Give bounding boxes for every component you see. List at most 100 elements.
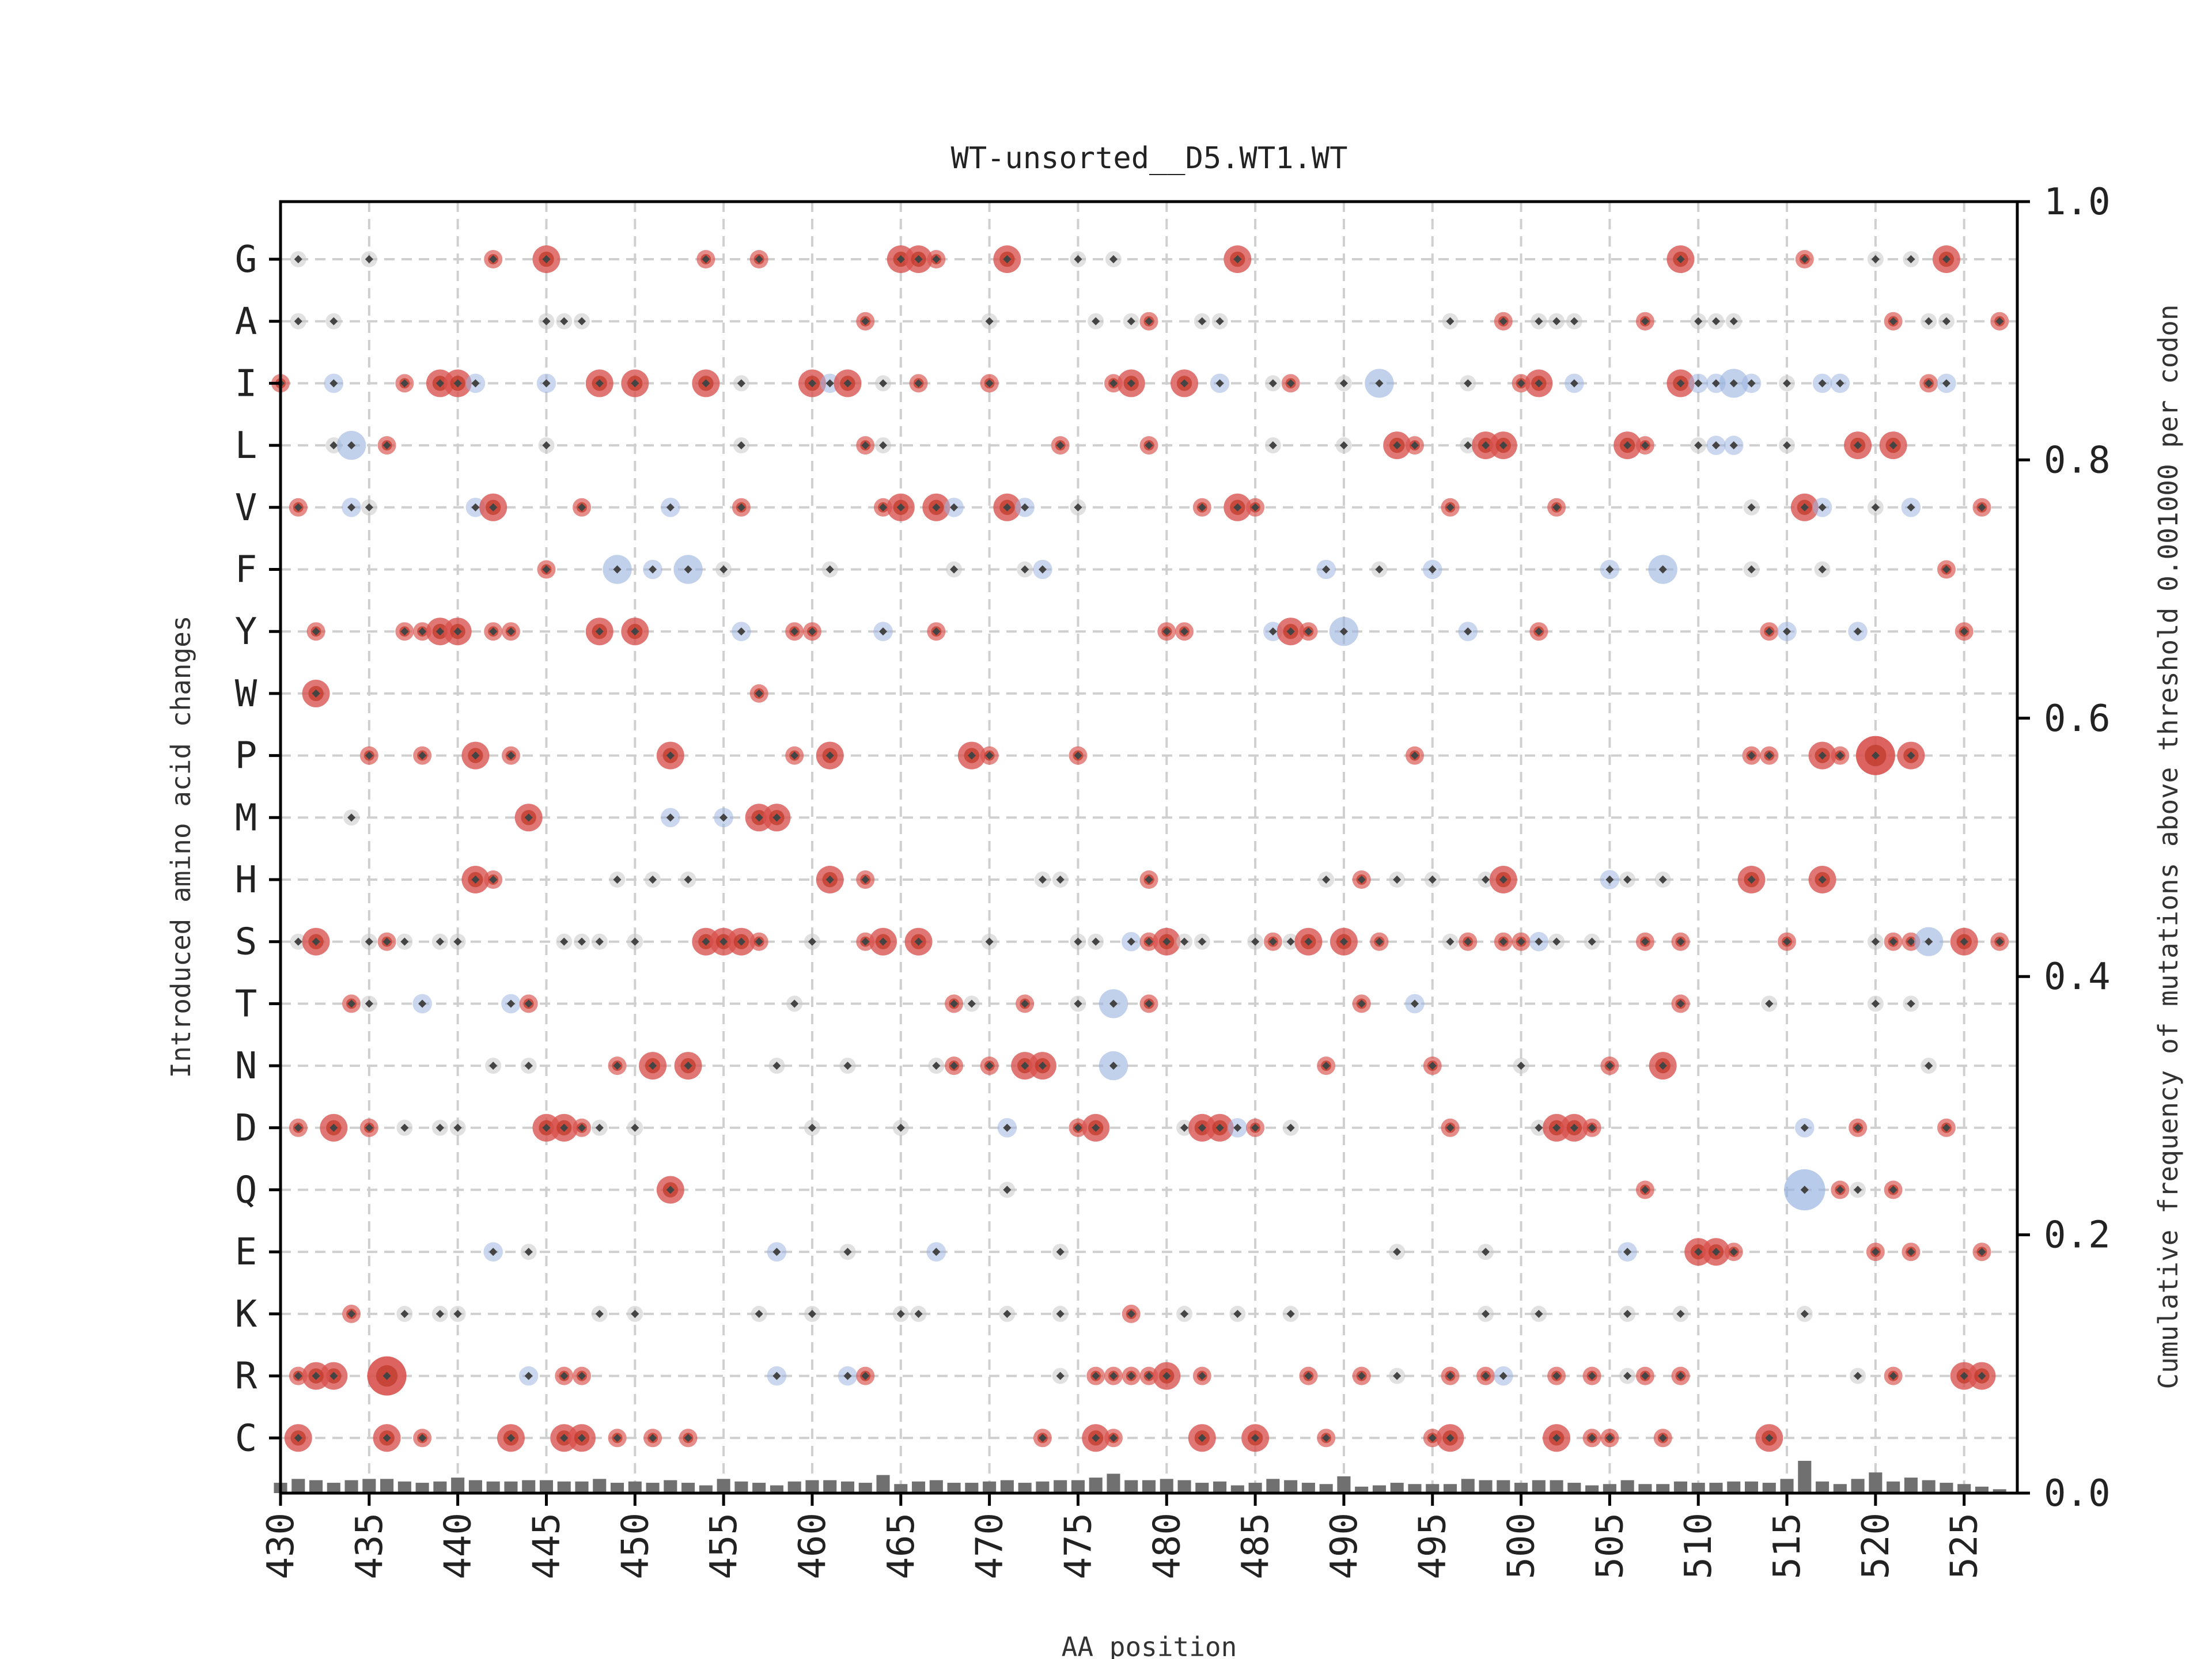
mutation-point (1277, 618, 1305, 646)
frequency-bar (557, 1481, 571, 1493)
mutation-point (1600, 870, 1620, 889)
point-center (808, 1123, 817, 1132)
point-center (1074, 937, 1082, 946)
mutation-point (413, 746, 432, 765)
mutation-point (336, 430, 366, 460)
point-center (1109, 999, 1118, 1008)
point-center (808, 627, 817, 636)
mutation-point (1224, 493, 1252, 521)
mutation-point (1884, 1180, 1903, 1199)
mutation-point (302, 1362, 330, 1390)
point-center (985, 379, 994, 388)
mutation-point (945, 994, 964, 1013)
y-tick-label: G (235, 238, 257, 281)
mutation-point (1171, 369, 1199, 397)
y-tick-label: C (235, 1417, 257, 1460)
mutation-point (927, 250, 946, 268)
point-center (312, 627, 320, 636)
mutation-point (1653, 1429, 1672, 1448)
point-center (400, 379, 409, 388)
mutation-point (501, 746, 520, 765)
mutation-point (1543, 1424, 1571, 1452)
point-center (560, 937, 569, 946)
mutation-point (785, 622, 804, 641)
point-center (418, 627, 427, 636)
point-center (719, 565, 728, 574)
mutation-point (751, 1305, 767, 1322)
mutation-point (479, 493, 507, 521)
mutation-point (892, 1119, 909, 1136)
frequency-bar (1266, 1479, 1280, 1493)
point-center (790, 627, 799, 636)
mutation-point (538, 437, 555, 454)
mutation-point (1619, 1305, 1636, 1322)
mutation-point (1442, 313, 1459, 329)
mutation-point (1848, 622, 1868, 641)
mutation-point (536, 373, 556, 393)
frequency-bar (1337, 1476, 1351, 1493)
point-center (1145, 999, 1153, 1008)
point-center (435, 937, 444, 946)
point-center (702, 937, 710, 946)
point-center (524, 813, 533, 822)
point-center (737, 937, 745, 946)
point-center (684, 1062, 692, 1070)
point-center (1074, 751, 1082, 760)
mutation-point (993, 493, 1021, 521)
mutation-point (999, 1181, 1016, 1198)
x-tick-label: 510 (1677, 1513, 1720, 1580)
mutation-point (1316, 559, 1336, 579)
mutation-point (1088, 313, 1104, 329)
mutation-point (1246, 1118, 1265, 1137)
mutation-point (1866, 1243, 1885, 1262)
mutation-point (1282, 1305, 1299, 1322)
mutation-point (1671, 994, 1690, 1013)
y-tick-label: Y (235, 611, 257, 653)
point-center (595, 937, 604, 946)
frequency-bar (1248, 1483, 1262, 1493)
mutation-point (520, 1244, 537, 1260)
point-center (861, 937, 870, 946)
mutation-point (1600, 559, 1620, 579)
mutation-point (1512, 374, 1531, 393)
mutation-point (1117, 369, 1145, 397)
mutation-point (1299, 1366, 1318, 1385)
mutation-point (856, 932, 875, 951)
mutation-point (591, 933, 608, 950)
point-center (825, 379, 834, 388)
x-tick-label: 515 (1766, 1513, 1809, 1580)
mutation-point (1560, 1113, 1588, 1142)
mutation-point (816, 741, 844, 770)
mutation-point (290, 313, 306, 329)
mutation-point (1808, 741, 1836, 770)
point-center (772, 813, 781, 822)
mutation-point (1635, 1366, 1654, 1385)
mutation-point (485, 1058, 502, 1074)
y-tick-label: S (235, 921, 257, 964)
mutation-point (1808, 866, 1836, 893)
point-center (878, 441, 888, 450)
mutation-point (1051, 436, 1070, 455)
mutation-point (342, 498, 361, 517)
mutation-point (1070, 995, 1086, 1012)
frequency-bar (1940, 1483, 1953, 1493)
mutation-point (804, 933, 820, 950)
mutation-point (359, 746, 378, 765)
mutation-point (1389, 1244, 1406, 1260)
y-tick-label: W (235, 673, 257, 715)
point-center (400, 1123, 409, 1132)
frequency-bar (983, 1481, 997, 1493)
frequency-bar (611, 1483, 624, 1493)
point-center (719, 813, 728, 822)
mutation-point (1879, 431, 1907, 460)
frequency-bar (965, 1483, 979, 1493)
mutation-point (1389, 872, 1406, 888)
frequency-bar (681, 1483, 695, 1493)
mutation-point (1779, 437, 1796, 454)
frequency-bar (309, 1480, 323, 1493)
frequency-bar (1301, 1483, 1315, 1493)
point-center (1056, 441, 1065, 450)
mutation-point (1921, 1058, 1937, 1074)
frequency-bar (1230, 1485, 1244, 1493)
point-center (896, 1123, 905, 1132)
